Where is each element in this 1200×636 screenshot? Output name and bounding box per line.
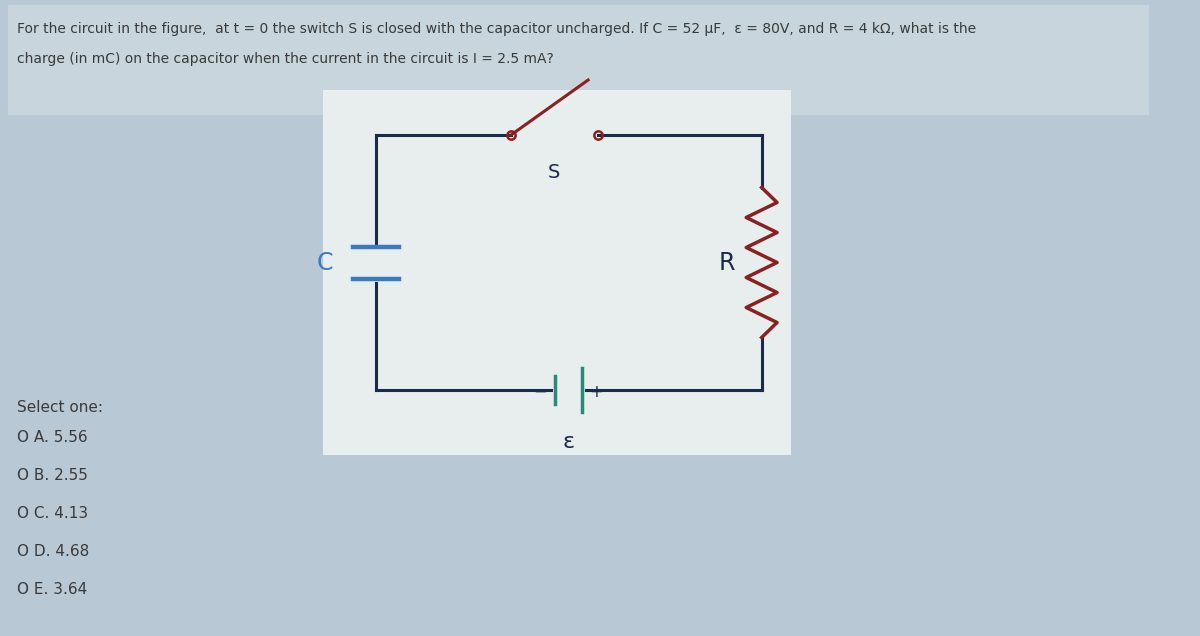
Text: O D. 4.68: O D. 4.68 bbox=[17, 544, 90, 559]
Text: O B. 2.55: O B. 2.55 bbox=[17, 468, 89, 483]
FancyBboxPatch shape bbox=[7, 5, 1150, 115]
Text: +: + bbox=[589, 383, 602, 401]
Text: O A. 5.56: O A. 5.56 bbox=[17, 430, 88, 445]
Text: charge (in mC) on the capacitor when the current in the circuit is I = 2.5 mA?: charge (in mC) on the capacitor when the… bbox=[17, 52, 554, 66]
Text: ε: ε bbox=[563, 432, 575, 452]
Text: O C. 4.13: O C. 4.13 bbox=[17, 506, 89, 521]
FancyBboxPatch shape bbox=[323, 90, 791, 455]
Text: For the circuit in the figure,  at t = 0 the switch S is closed with the capacit: For the circuit in the figure, at t = 0 … bbox=[17, 22, 977, 36]
Text: −: − bbox=[533, 383, 547, 401]
Text: R: R bbox=[718, 251, 734, 275]
Text: Select one:: Select one: bbox=[17, 400, 103, 415]
Text: O E. 3.64: O E. 3.64 bbox=[17, 582, 88, 597]
Text: C: C bbox=[317, 251, 334, 275]
Text: S: S bbox=[548, 163, 560, 182]
